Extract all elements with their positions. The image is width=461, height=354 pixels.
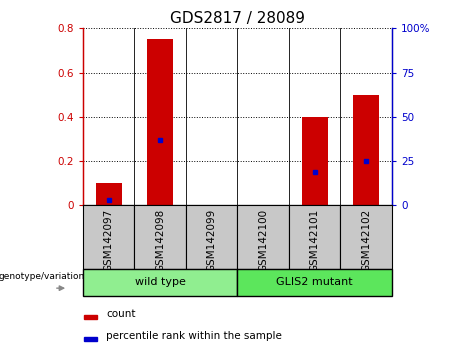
Bar — [96, 183, 122, 205]
Text: GSM142100: GSM142100 — [258, 209, 268, 272]
Text: GSM142097: GSM142097 — [104, 209, 114, 272]
Bar — [148, 39, 173, 205]
Bar — [83, 337, 97, 341]
Text: percentile rank within the sample: percentile rank within the sample — [106, 331, 283, 341]
Text: GSM142102: GSM142102 — [361, 209, 371, 272]
Bar — [302, 117, 327, 205]
Bar — [83, 315, 97, 319]
Text: count: count — [106, 308, 136, 319]
Text: GSM142101: GSM142101 — [310, 209, 319, 272]
Text: GSM142098: GSM142098 — [155, 209, 165, 272]
Text: wild type: wild type — [135, 277, 186, 287]
Title: GDS2817 / 28089: GDS2817 / 28089 — [170, 11, 305, 26]
Bar — [353, 95, 379, 205]
Text: GSM142099: GSM142099 — [207, 209, 217, 272]
Text: genotype/variation: genotype/variation — [0, 272, 85, 281]
Text: GLIS2 mutant: GLIS2 mutant — [276, 277, 353, 287]
